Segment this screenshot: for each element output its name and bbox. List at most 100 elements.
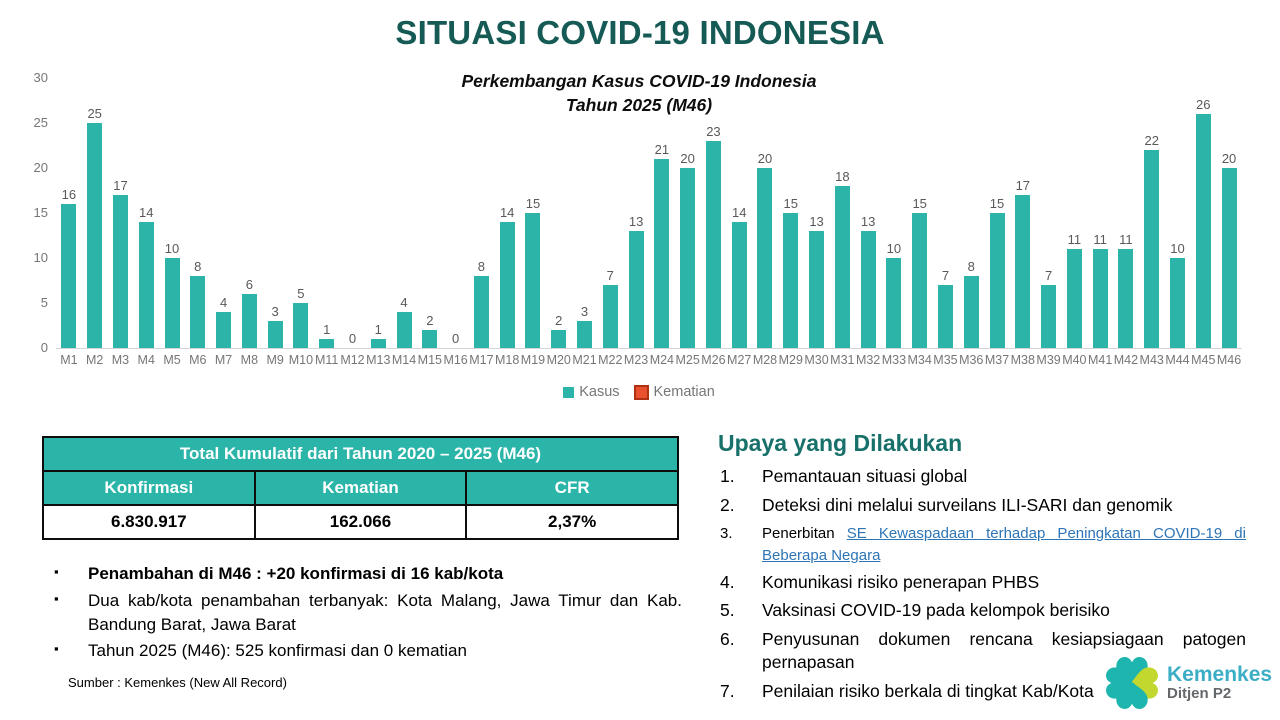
kasus-bar bbox=[963, 276, 979, 348]
x-axis-label: M3 bbox=[111, 353, 130, 367]
y-axis-tick: 10 bbox=[33, 250, 48, 265]
bar-cell: 14 bbox=[494, 78, 520, 348]
bar-cell: 15 bbox=[520, 78, 546, 348]
effort-text: Penilaian risiko berkala di tingkat Kab/… bbox=[762, 680, 1094, 701]
bar-cell: 2 bbox=[546, 78, 572, 348]
effort-number: 2. bbox=[720, 494, 735, 515]
x-axis-label: M8 bbox=[240, 353, 259, 367]
x-axis-label: M25 bbox=[675, 353, 700, 367]
bar-cell: 14 bbox=[726, 78, 752, 348]
x-axis-label: M7 bbox=[214, 353, 233, 367]
bars-container: 16 25 17 14 10 8 4 6 3 5 1 0 1 4 2 0 8 14 15 2 3 7 13 21 20 23 14 2… bbox=[56, 78, 1242, 348]
bar-value-label: 8 bbox=[477, 259, 485, 274]
bar-value-label: 17 bbox=[113, 178, 128, 193]
x-axis-label: M29 bbox=[778, 353, 803, 367]
effort-number: 5. bbox=[720, 600, 735, 621]
effort-item: 5. Vaksinasi COVID-19 pada kelompok beri… bbox=[718, 599, 1246, 622]
bar-value-label: 14 bbox=[731, 205, 747, 220]
efforts-panel: Upaya yang Dilakukan 1. Pemantauan situa… bbox=[718, 430, 1246, 708]
y-axis-tick: 15 bbox=[33, 205, 48, 220]
col-header-cfr: CFR bbox=[465, 470, 679, 506]
x-axis-label: M44 bbox=[1165, 353, 1190, 367]
x-axis-label: M41 bbox=[1087, 353, 1113, 367]
x-axis-label: M36 bbox=[959, 353, 984, 367]
effort-item: 3. Penerbitan SE Kewaspadaan terhadap Pe… bbox=[718, 523, 1246, 568]
x-axis-label: M35 bbox=[933, 353, 958, 367]
x-axis-label: M5 bbox=[163, 353, 181, 367]
kasus-bar bbox=[138, 222, 154, 348]
bar-cell: 0 bbox=[443, 78, 469, 348]
x-axis-label: M24 bbox=[649, 353, 675, 367]
bar-cell: 4 bbox=[211, 78, 237, 348]
bar-value-label: 18 bbox=[835, 169, 850, 184]
kasus-bar bbox=[1144, 150, 1160, 348]
bar-value-label: 7 bbox=[941, 268, 950, 283]
effort-number: 6. bbox=[720, 629, 735, 649]
effort-item: 1. Pemantauan situasi global bbox=[718, 465, 1246, 488]
x-axis-label: M45 bbox=[1191, 353, 1216, 367]
y-axis-tick: 25 bbox=[33, 115, 48, 130]
y-axis-tick: 30 bbox=[33, 70, 48, 85]
kasus-bar bbox=[190, 276, 206, 348]
bar-value-label: 26 bbox=[1196, 97, 1211, 112]
highlight-item: Penambahan di M46 : +20 konfirmasi di 16… bbox=[50, 562, 682, 586]
x-axis-label: M39 bbox=[1036, 353, 1061, 367]
kasus-bar bbox=[577, 321, 593, 348]
covid-weekly-bar-chart: Perkembangan Kasus COVID-19 Indonesia Ta… bbox=[30, 64, 1248, 410]
bar-cell: 23 bbox=[701, 78, 727, 348]
bar-value-label: 11 bbox=[1093, 232, 1107, 247]
effort-number: 4. bbox=[720, 571, 735, 592]
bar-value-label: 1 bbox=[323, 322, 331, 337]
bar-value-label: 5 bbox=[297, 286, 305, 301]
effort-item: 6. Penyusunan dokumen rencana kesiapsiag… bbox=[718, 628, 1246, 674]
x-axis-label: M46 bbox=[1216, 353, 1242, 367]
plot-area: 16 25 17 14 10 8 4 6 3 5 1 0 1 4 2 0 8 14 15 2 3 7 13 21 20 23 14 2… bbox=[56, 78, 1242, 349]
x-axis-label: M30 bbox=[804, 353, 829, 367]
bar-cell: 14 bbox=[133, 78, 159, 348]
legend-item-kasus: Kasus bbox=[563, 384, 620, 400]
x-axis-label: M1 bbox=[60, 353, 78, 367]
bar-value-label: 20 bbox=[1221, 151, 1237, 166]
bar-cell: 15 bbox=[907, 78, 933, 348]
effort-item: 4. Komunikasi risiko penerapan PHBS bbox=[718, 571, 1246, 594]
x-axis-label: M21 bbox=[572, 353, 597, 367]
bar-value-label: 13 bbox=[860, 214, 876, 229]
bar-value-label: 13 bbox=[628, 214, 644, 229]
bar-cell: 18 bbox=[829, 78, 855, 348]
x-axis-label: M38 bbox=[1010, 353, 1035, 367]
bar-value-label: 2 bbox=[555, 313, 563, 328]
kasus-bar bbox=[602, 285, 618, 348]
x-axis-label: M13 bbox=[366, 353, 391, 367]
bar-value-label: 25 bbox=[87, 106, 102, 121]
se-kewaspadaan-link[interactable]: SE Kewaspadaan terhadap Peningkatan COVI… bbox=[762, 524, 1246, 565]
x-axis-label: M34 bbox=[907, 353, 932, 367]
bar-value-label: 15 bbox=[912, 196, 927, 211]
kasus-bar bbox=[87, 123, 103, 348]
x-axis-label: M33 bbox=[881, 353, 907, 367]
kasus-bar bbox=[319, 339, 335, 348]
x-axis-label: M37 bbox=[984, 353, 1010, 367]
x-axis-label: M2 bbox=[85, 353, 104, 367]
chart-title: Perkembangan Kasus COVID-19 Indonesia Ta… bbox=[30, 70, 1248, 117]
bar-cell: 13 bbox=[623, 78, 649, 348]
bar-cell: 2 bbox=[417, 78, 443, 348]
kasus-bar bbox=[937, 285, 953, 348]
effort-item: 7. Penilaian risiko berkala di tingkat K… bbox=[718, 680, 1246, 703]
bar-value-label: 23 bbox=[706, 124, 721, 139]
kasus-bar bbox=[1015, 195, 1031, 348]
bar-cell: 20 bbox=[752, 78, 778, 348]
bar-cell: 0 bbox=[340, 78, 366, 348]
source-note: Sumber : Kemenkes (New All Record) bbox=[68, 675, 287, 690]
bar-cell: 7 bbox=[933, 78, 959, 348]
legend-label: Kematian bbox=[653, 384, 715, 400]
bar-value-label: 2 bbox=[426, 313, 434, 328]
kasus-bar bbox=[473, 276, 489, 348]
bar-cell: 15 bbox=[984, 78, 1010, 348]
bar-cell: 10 bbox=[881, 78, 907, 348]
bar-cell: 21 bbox=[649, 78, 675, 348]
bar-cell: 3 bbox=[262, 78, 288, 348]
bar-cell: 26 bbox=[1190, 78, 1216, 348]
col-header-kematian: Kematian bbox=[253, 470, 468, 506]
kasus-bar bbox=[1092, 249, 1108, 348]
kasus-bar bbox=[680, 168, 696, 348]
